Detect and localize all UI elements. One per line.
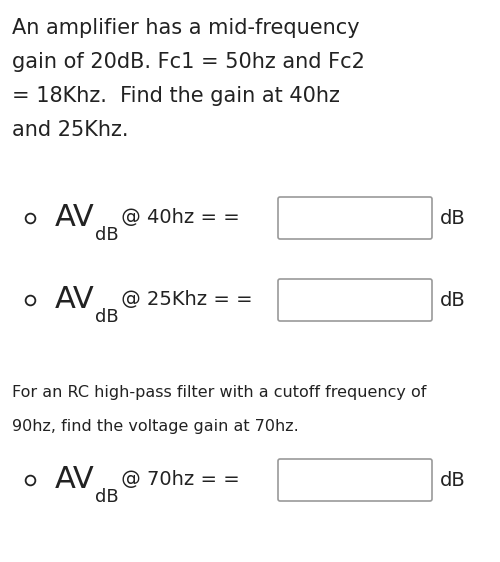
- Text: dB: dB: [440, 470, 466, 490]
- FancyBboxPatch shape: [278, 279, 432, 321]
- Text: For an RC high-pass filter with a cutoff frequency of: For an RC high-pass filter with a cutoff…: [12, 385, 426, 400]
- Text: AV: AV: [55, 203, 95, 233]
- Text: AV: AV: [55, 285, 95, 315]
- Text: dB: dB: [440, 291, 466, 310]
- Text: dB: dB: [440, 209, 466, 228]
- Text: @ 40hz = =: @ 40hz = =: [115, 209, 240, 228]
- Text: = 18Khz.  Find the gain at 40hz: = 18Khz. Find the gain at 40hz: [12, 86, 340, 106]
- Text: dB: dB: [95, 226, 118, 244]
- Text: @ 25Khz = =: @ 25Khz = =: [115, 291, 252, 310]
- FancyBboxPatch shape: [278, 197, 432, 239]
- FancyBboxPatch shape: [278, 459, 432, 501]
- Text: 90hz, find the voltage gain at 70hz.: 90hz, find the voltage gain at 70hz.: [12, 419, 299, 434]
- Text: dB: dB: [95, 488, 118, 506]
- Text: and 25Khz.: and 25Khz.: [12, 120, 128, 140]
- Text: An amplifier has a mid-frequency: An amplifier has a mid-frequency: [12, 18, 360, 38]
- Text: AV: AV: [55, 465, 95, 495]
- Text: @ 70hz = =: @ 70hz = =: [115, 470, 240, 490]
- Text: dB: dB: [95, 308, 118, 326]
- Text: gain of 20dB. Fc1 = 50hz and Fc2: gain of 20dB. Fc1 = 50hz and Fc2: [12, 52, 365, 72]
